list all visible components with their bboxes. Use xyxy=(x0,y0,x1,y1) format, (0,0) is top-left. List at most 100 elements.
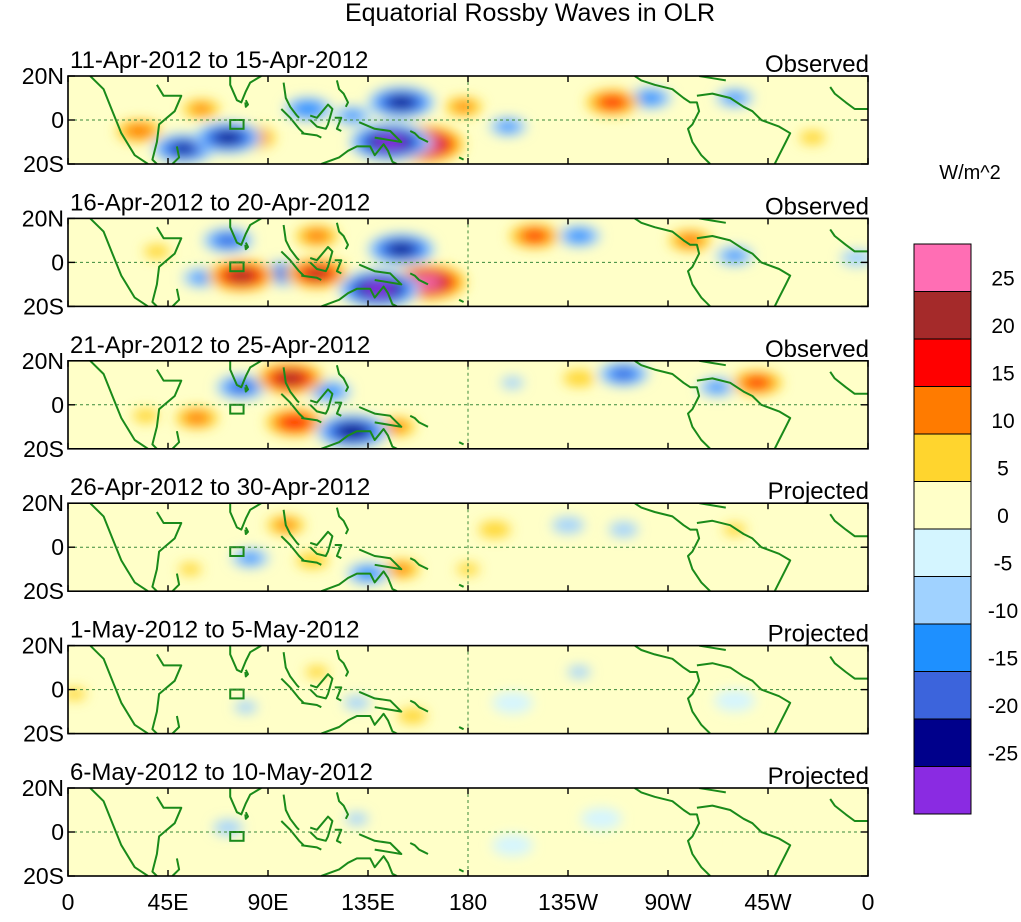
coastline xyxy=(458,726,465,731)
coastline xyxy=(301,701,322,709)
coastline xyxy=(320,143,398,164)
y-tick-label: 0 xyxy=(51,107,64,133)
positive-anomaly xyxy=(143,244,170,259)
coastline xyxy=(358,833,403,855)
coastline xyxy=(301,559,322,566)
coastline xyxy=(282,224,300,261)
coastline xyxy=(409,557,429,571)
coastline xyxy=(696,92,792,164)
coastline xyxy=(89,218,149,307)
panel-status: Projected xyxy=(768,621,869,648)
positive-anomaly xyxy=(279,415,310,430)
negative-anomaly xyxy=(234,701,258,714)
positive-anomaly xyxy=(600,96,625,109)
coastline xyxy=(229,76,262,104)
x-tick-label: 90E xyxy=(248,889,289,915)
positive-anomaly xyxy=(670,830,710,852)
chart-title: Equatorial Rossby Waves in OLR xyxy=(345,0,715,27)
coastlines xyxy=(89,360,868,449)
positive-anomaly xyxy=(563,370,596,387)
anomaly-blobs xyxy=(116,86,826,164)
colorbar-label: 25 xyxy=(991,268,1014,291)
positive-anomaly xyxy=(92,838,133,861)
colorbar-units: W/m^2 xyxy=(939,162,1001,184)
negative-anomaly xyxy=(714,689,756,712)
negative-anomaly xyxy=(609,522,639,538)
positive-anomaly xyxy=(804,804,843,825)
colorbar-swatch xyxy=(913,433,972,482)
coastline xyxy=(89,76,149,164)
map-panel: 6-May-2012 to 10-May-2012 Projected 20N 0 20… xyxy=(22,759,869,889)
coastline xyxy=(280,108,305,134)
coastline xyxy=(171,715,181,734)
coastlines xyxy=(89,503,868,592)
x-tick-label: 135W xyxy=(538,889,598,915)
negative-anomaly xyxy=(612,368,635,380)
negative-anomaly xyxy=(172,143,195,154)
coastline xyxy=(696,519,792,592)
coastline xyxy=(89,645,149,734)
coastlines xyxy=(89,788,868,876)
coastline xyxy=(335,792,349,820)
negative-anomaly xyxy=(387,242,416,256)
y-tick-label: 20N xyxy=(22,633,64,659)
x-tick-label: 90W xyxy=(644,889,692,915)
map-panel: 16-Apr-2012 to 20-Apr-2012 Observed 20N 0 20… xyxy=(22,189,869,319)
coastlines xyxy=(89,218,868,307)
coastline xyxy=(458,441,465,446)
positive-anomaly xyxy=(799,130,826,145)
coastline xyxy=(334,259,343,275)
coastline xyxy=(280,393,305,419)
coastline xyxy=(171,146,181,164)
coastline xyxy=(301,132,322,139)
negative-anomaly xyxy=(492,692,533,714)
colorbar-label: 20 xyxy=(991,315,1014,338)
coastline xyxy=(89,503,149,592)
map-panel: 26-Apr-2012 to 30-Apr-2012 Projected 20N 0 2… xyxy=(22,474,869,604)
colorbar-swatch xyxy=(913,623,972,672)
y-tick-label: 0 xyxy=(51,534,64,560)
x-tick-label: 0 xyxy=(62,889,75,915)
coastline xyxy=(829,656,868,680)
colorbar-label: 10 xyxy=(991,410,1014,433)
y-tick-label: 20S xyxy=(23,721,64,747)
colorbar-swatch xyxy=(913,766,972,815)
coastline xyxy=(320,855,398,876)
coastline xyxy=(458,298,465,303)
panel-date-range: 11-Apr-2012 to 15-Apr-2012 xyxy=(70,47,368,74)
negative-anomaly xyxy=(724,92,746,104)
coastline xyxy=(171,431,181,449)
coastline xyxy=(334,116,343,132)
y-tick-label: 20S xyxy=(23,151,64,177)
coastline xyxy=(151,369,183,449)
y-tick-label: 20S xyxy=(23,436,64,462)
x-tick-label: 0 xyxy=(862,889,875,915)
coastline xyxy=(229,360,262,389)
negative-anomaly xyxy=(492,834,533,856)
coastline xyxy=(696,804,792,876)
coastline xyxy=(358,548,403,571)
colorbar-swatch xyxy=(913,528,972,577)
coastline xyxy=(229,788,262,816)
colorbar-label: 5 xyxy=(997,458,1009,481)
colorbar-swatch xyxy=(913,291,972,340)
coastline xyxy=(309,673,334,700)
negative-anomaly xyxy=(190,272,212,284)
colorbar-swatch xyxy=(913,338,972,387)
map-panel: 21-Apr-2012 to 25-Apr-2012 Observed 20N 0 20… xyxy=(22,332,869,462)
positive-anomaly xyxy=(676,233,704,248)
coastline xyxy=(409,699,429,713)
colorbar-swatch xyxy=(913,386,972,435)
colorbar-swatch xyxy=(913,481,972,530)
colorbar: W/m^2 25 20 15 10 5 0 -5 -10 -15 -20 -25 xyxy=(913,162,1018,815)
coastline xyxy=(634,218,711,307)
coastline xyxy=(634,76,711,164)
coastline xyxy=(282,82,300,119)
coastline xyxy=(458,868,465,873)
panel-status: Observed xyxy=(765,51,869,78)
coastline xyxy=(229,645,262,673)
panel-date-range: 1-May-2012 to 5-May-2012 xyxy=(70,617,359,644)
negative-anomaly xyxy=(345,812,369,825)
coastline xyxy=(280,535,305,562)
coastline xyxy=(320,285,398,307)
